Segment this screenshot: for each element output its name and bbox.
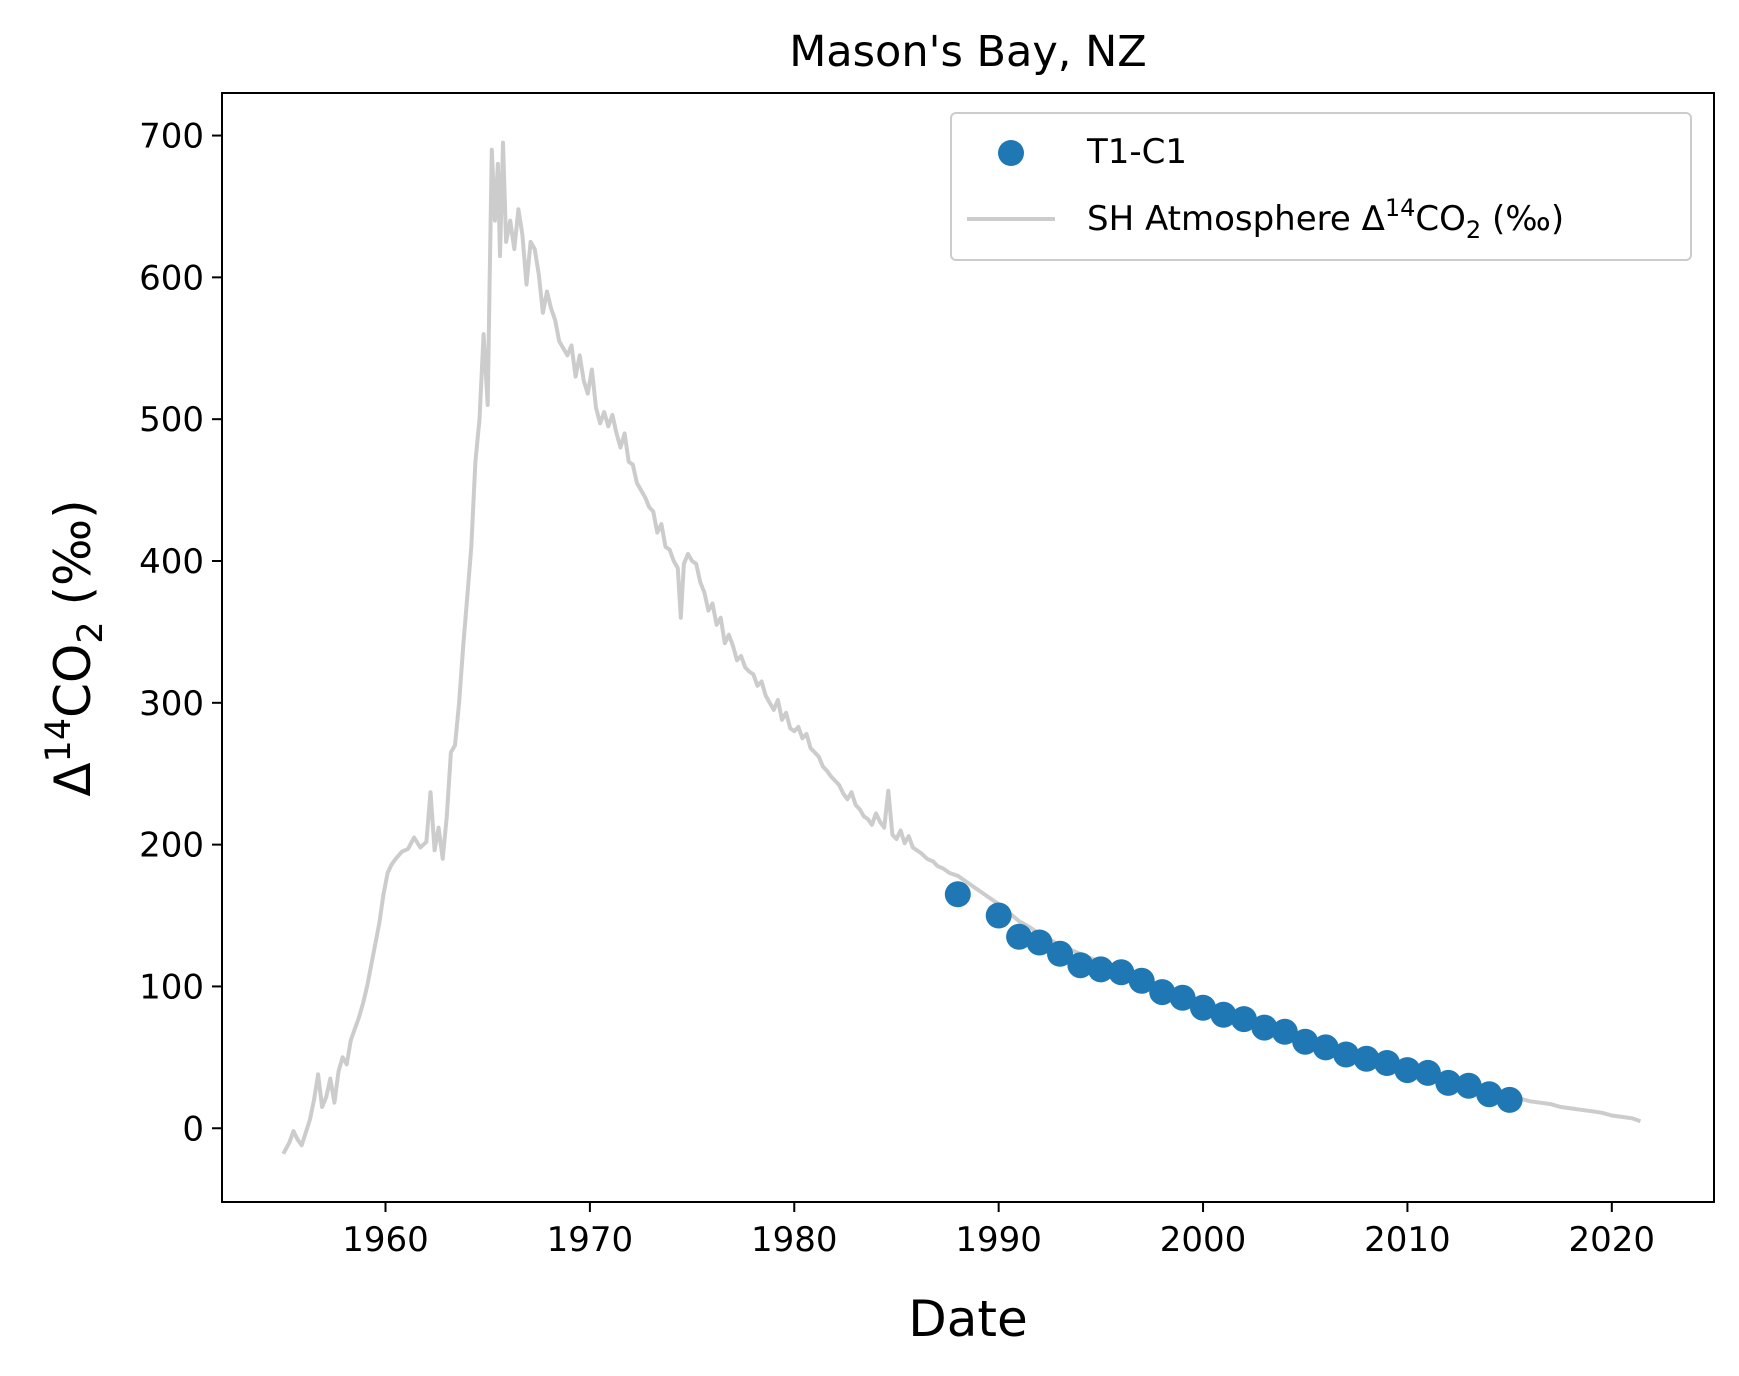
y-tick-label: 300 — [139, 684, 204, 724]
data-point-t1-c1 — [1251, 1014, 1278, 1041]
x-tick-label: 2020 — [1569, 1220, 1656, 1260]
data-point-t1-c1 — [1394, 1057, 1421, 1084]
plot-area — [281, 140, 1642, 1155]
data-point-t1-c1 — [1496, 1086, 1523, 1113]
legend-label-t1-c1: T1-C1 — [1086, 132, 1187, 172]
x-tick-label: 1960 — [342, 1220, 429, 1260]
data-point-t1-c1 — [1108, 959, 1135, 986]
data-point-t1-c1 — [1435, 1069, 1462, 1096]
atmosphere-line — [281, 140, 1642, 1155]
x-tick-label: 1980 — [751, 1220, 838, 1260]
legend-box — [950, 112, 1692, 261]
data-point-t1-c1 — [1414, 1059, 1441, 1086]
y-tick-label: 600 — [139, 258, 204, 298]
data-point-t1-c1 — [985, 902, 1012, 929]
legend: T1-C1 SH Atmosphere Δ14CO2 (‰) — [950, 112, 1692, 261]
chart-title: Mason's Bay, NZ — [789, 27, 1147, 77]
data-point-t1-c1 — [1353, 1045, 1380, 1072]
y-axis-label: Δ14CO2 (‰) — [39, 499, 111, 796]
x-axis: 1960 1970 1980 1990 2000 2010 2020 — [342, 1202, 1655, 1260]
data-point-t1-c1 — [1128, 967, 1155, 994]
data-point-t1-c1 — [1210, 1001, 1237, 1028]
legend-label-atmosphere: SH Atmosphere Δ14CO2 (‰) — [1087, 194, 1564, 244]
x-tick-label: 1990 — [955, 1220, 1042, 1260]
y-tick-label: 500 — [139, 400, 204, 440]
x-tick-label: 2000 — [1160, 1220, 1247, 1260]
data-point-t1-c1 — [1312, 1034, 1339, 1061]
data-point-t1-c1 — [1067, 952, 1094, 979]
data-point-t1-c1 — [1026, 929, 1053, 956]
data-point-t1-c1 — [1169, 984, 1196, 1011]
x-tick-label: 2010 — [1364, 1220, 1451, 1260]
data-point-t1-c1 — [1292, 1028, 1319, 1055]
data-point-t1-c1 — [1476, 1081, 1503, 1108]
data-point-t1-c1 — [944, 881, 971, 908]
data-point-t1-c1 — [1271, 1018, 1298, 1045]
x-tick-label: 1970 — [547, 1220, 634, 1260]
data-point-t1-c1 — [1190, 994, 1216, 1021]
y-tick-label: 200 — [139, 826, 204, 866]
y-tick-label: 100 — [139, 967, 204, 1007]
data-point-t1-c1 — [1333, 1041, 1360, 1068]
data-point-t1-c1 — [1149, 979, 1176, 1006]
data-point-t1-c1 — [1374, 1050, 1400, 1076]
y-tick-label: 700 — [139, 117, 204, 157]
data-point-t1-c1 — [1230, 1006, 1257, 1033]
y-tick-label: 400 — [139, 542, 204, 582]
y-tick-label: 0 — [182, 1109, 204, 1149]
legend-marker-t1-c1 — [998, 140, 1024, 166]
axes-frame — [221, 92, 1715, 1203]
data-point-t1-c1 — [1047, 940, 1073, 967]
y-axis: 0 100 200 300 400 500 600 700 — [139, 117, 222, 1149]
x-axis-label: Date — [908, 1290, 1028, 1348]
data-point-t1-c1 — [1455, 1072, 1482, 1099]
data-point-t1-c1 — [1087, 956, 1114, 983]
data-point-t1-c1 — [1006, 923, 1033, 950]
